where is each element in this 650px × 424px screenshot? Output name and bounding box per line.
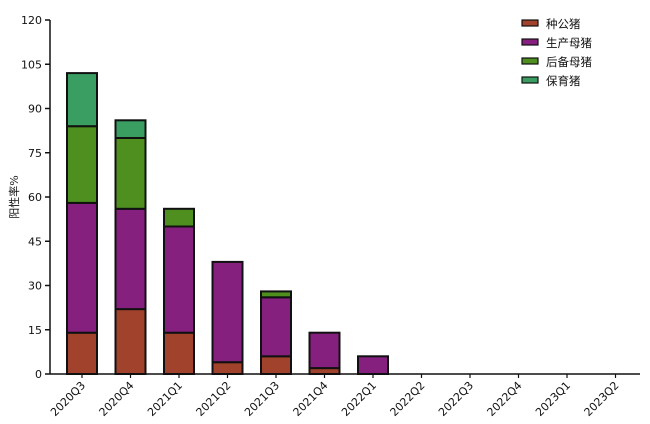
bar-segment-2021Q1-s1 bbox=[163, 225, 195, 334]
x-tick-label: 2022Q3 bbox=[436, 379, 476, 419]
legend-label-2: 后备母猪 bbox=[546, 55, 592, 69]
x-tick-label: 2022Q2 bbox=[388, 379, 428, 419]
legend-label-0: 种公猪 bbox=[546, 17, 581, 31]
y-tick-label: 60 bbox=[28, 191, 42, 204]
x-tick-label: 2023Q1 bbox=[533, 379, 573, 419]
y-tick-label: 0 bbox=[35, 368, 42, 381]
y-tick-label: 75 bbox=[28, 147, 42, 160]
x-tick-label: 2021Q3 bbox=[242, 379, 282, 419]
y-tick-label: 15 bbox=[28, 324, 42, 337]
legend-swatch-2 bbox=[521, 57, 539, 65]
bar-segment-2020Q4-s3 bbox=[114, 119, 147, 140]
bar-segment-2021Q4-s1 bbox=[308, 331, 341, 370]
x-tick-label: 2023Q2 bbox=[582, 379, 622, 419]
legend-swatch-0 bbox=[521, 19, 539, 27]
bars-layer bbox=[66, 72, 389, 376]
bar-segment-2020Q4-s2 bbox=[114, 137, 147, 210]
y-tick-label: 30 bbox=[28, 280, 42, 293]
bar-segment-2020Q4-s1 bbox=[114, 207, 147, 311]
bar-segment-2021Q3-s2 bbox=[260, 290, 292, 299]
bar-segment-2020Q4-s0 bbox=[114, 308, 147, 376]
y-tick-label: 105 bbox=[21, 58, 42, 71]
bar-segment-2021Q3-s0 bbox=[260, 355, 292, 375]
x-tick-label: 2020Q4 bbox=[97, 379, 137, 419]
x-tick-label: 2020Q3 bbox=[48, 379, 88, 419]
bar-segment-2021Q3-s1 bbox=[260, 296, 292, 358]
y-tick-label: 90 bbox=[28, 103, 42, 116]
bar-segment-2021Q1-s0 bbox=[163, 331, 195, 376]
x-tick-label: 2021Q4 bbox=[291, 379, 331, 419]
y-tick-label: 120 bbox=[21, 14, 42, 27]
bar-segment-2020Q3-s2 bbox=[66, 125, 98, 204]
bar-segment-2021Q2-s0 bbox=[211, 361, 244, 376]
bar-segment-2020Q3-s3 bbox=[66, 72, 98, 128]
legend-swatch-3 bbox=[521, 76, 539, 84]
bar-segment-2021Q1-s2 bbox=[163, 207, 195, 228]
legend-label-3: 保育猪 bbox=[546, 74, 581, 88]
bar-segment-2020Q3-s1 bbox=[66, 201, 98, 334]
legend-label-1: 生产母猪 bbox=[546, 36, 592, 50]
x-tick-label: 2021Q2 bbox=[194, 379, 234, 419]
x-tick-label: 2021Q1 bbox=[145, 379, 185, 419]
bar-segment-2022Q1-s1 bbox=[357, 355, 389, 375]
bar-segment-2020Q3-s0 bbox=[66, 331, 98, 376]
bar-segment-2021Q2-s1 bbox=[211, 260, 244, 364]
y-tick-label: 45 bbox=[28, 235, 42, 248]
x-tick-label: 2022Q1 bbox=[339, 379, 379, 419]
x-tick-label: 2022Q4 bbox=[485, 379, 525, 419]
y-axis-label: 阳性率% bbox=[7, 175, 21, 218]
legend-swatch-1 bbox=[521, 38, 539, 46]
